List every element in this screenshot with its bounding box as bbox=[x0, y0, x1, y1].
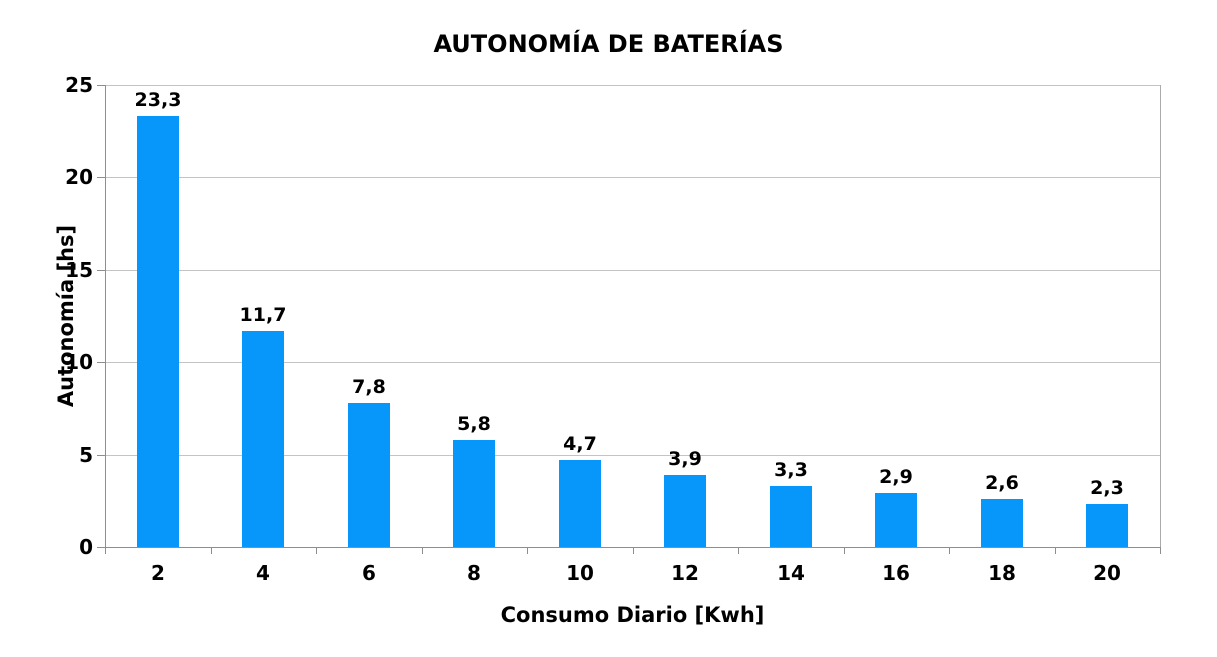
y-tick-label: 20 bbox=[65, 165, 93, 190]
x-tick-label: 10 bbox=[566, 561, 594, 585]
x-axis-tick bbox=[527, 547, 528, 554]
bar bbox=[348, 403, 390, 547]
bar-value-label: 2,6 bbox=[985, 472, 1019, 494]
y-gridline bbox=[105, 454, 1160, 456]
chart-title: AUTONOMÍA DE BATERÍAS bbox=[433, 30, 784, 58]
bar-value-label: 7,8 bbox=[352, 376, 386, 398]
y-axis-tick bbox=[97, 454, 105, 456]
x-axis-tick bbox=[1055, 547, 1056, 554]
bar bbox=[1086, 504, 1128, 547]
bar bbox=[559, 460, 601, 547]
bar bbox=[770, 486, 812, 547]
y-tick-label: 5 bbox=[79, 442, 93, 467]
bar-value-label: 11,7 bbox=[239, 304, 287, 326]
y-tick-label: 25 bbox=[65, 73, 93, 97]
x-tick-label: 6 bbox=[362, 561, 376, 585]
x-axis-tick bbox=[422, 547, 423, 554]
y-axis-tick bbox=[97, 85, 105, 86]
y-tick-label: 15 bbox=[65, 257, 93, 282]
bar-value-label: 23,3 bbox=[134, 89, 182, 111]
bar-value-label: 5,8 bbox=[457, 413, 491, 435]
x-tick-label: 14 bbox=[777, 561, 805, 585]
plot-area bbox=[105, 85, 1160, 547]
x-tick-label: 18 bbox=[988, 561, 1016, 585]
bar bbox=[981, 499, 1023, 547]
y-axis-tick bbox=[97, 362, 105, 364]
x-axis-title: Consumo Diario [Kwh] bbox=[500, 603, 765, 627]
y-tick-label: 10 bbox=[65, 350, 93, 375]
y-axis-title: Autonomía [hs] bbox=[54, 224, 78, 408]
bar bbox=[875, 493, 917, 547]
bar-value-label: 2,9 bbox=[879, 466, 913, 488]
x-axis-tick bbox=[211, 547, 212, 554]
y-gridline bbox=[105, 85, 1160, 86]
x-axis-tick bbox=[738, 547, 739, 554]
bar bbox=[453, 440, 495, 547]
x-axis-tick bbox=[844, 547, 845, 554]
x-axis-tick bbox=[105, 547, 106, 554]
y-axis-tick bbox=[97, 269, 105, 271]
bar-value-label: 3,9 bbox=[668, 448, 702, 470]
x-tick-label: 16 bbox=[882, 561, 910, 585]
x-tick-label: 12 bbox=[671, 561, 699, 585]
y-gridline bbox=[105, 177, 1160, 179]
x-axis-tick bbox=[316, 547, 317, 554]
y-axis-tick bbox=[97, 547, 105, 548]
bar bbox=[664, 475, 706, 547]
y-tick-label: 0 bbox=[79, 535, 93, 559]
bar-value-label: 3,3 bbox=[774, 459, 808, 481]
y-gridline bbox=[105, 362, 1160, 364]
y-axis-tick bbox=[97, 177, 105, 179]
x-tick-label: 4 bbox=[256, 561, 270, 585]
bar bbox=[137, 116, 179, 547]
bar-value-label: 2,3 bbox=[1090, 477, 1124, 499]
bar bbox=[242, 331, 284, 547]
x-axis-tick bbox=[1160, 547, 1161, 554]
x-axis-tick bbox=[949, 547, 950, 554]
x-tick-label: 20 bbox=[1093, 561, 1121, 585]
x-tick-label: 8 bbox=[467, 561, 481, 585]
y-gridline bbox=[105, 269, 1160, 271]
y-axis-line bbox=[105, 85, 106, 554]
x-axis-tick bbox=[633, 547, 634, 554]
plot-right-border bbox=[1160, 85, 1161, 547]
x-tick-label: 2 bbox=[151, 561, 165, 585]
bar-value-label: 4,7 bbox=[563, 433, 597, 455]
